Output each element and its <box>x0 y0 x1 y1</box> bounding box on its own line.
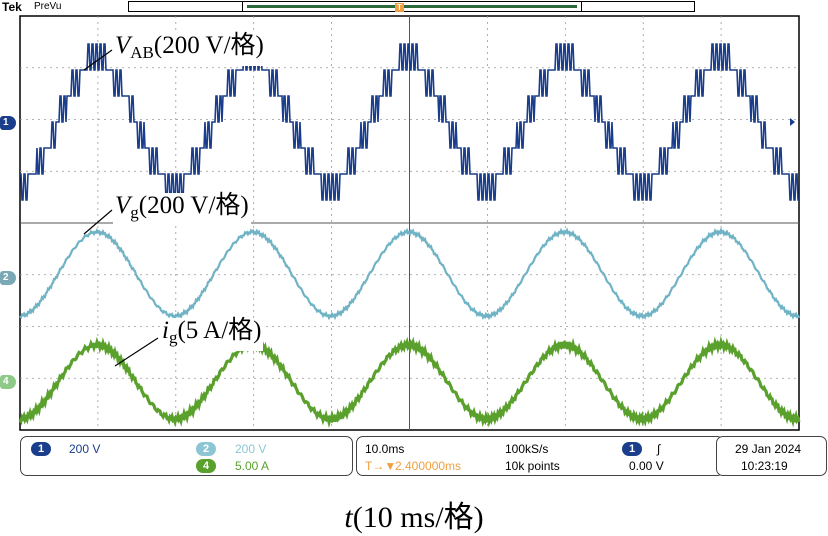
ch4-badge[interactable]: 4 <box>196 459 216 473</box>
ch1-scale: 200 V <box>69 442 101 456</box>
time-axis-caption: t(10 ms/格) <box>344 501 484 534</box>
channel4-marker[interactable]: 4 <box>0 375 16 389</box>
leader-vab <box>83 49 113 71</box>
leader-vg <box>83 209 113 235</box>
scope-top-bar: Tek PreVu T <box>0 0 828 16</box>
label-vg: Vg(200 V/格) <box>113 193 251 226</box>
horizontal-trigger-panel[interactable]: 10.0ms 100kS/s T→▼ 2.400000ms 10k points… <box>356 436 724 476</box>
brand-logo: Tek <box>2 0 22 14</box>
sample-rate: 100kS/s <box>505 442 549 456</box>
trace-ig <box>18 335 801 429</box>
trigger-position: 2.400000ms <box>395 459 462 473</box>
acquisition-mode: PreVu <box>34 1 62 12</box>
waveforms <box>18 43 801 429</box>
trigger-level: 0.00 V <box>629 459 664 473</box>
trigger-slope-icon: ∫ <box>657 442 661 456</box>
channel2-marker[interactable]: 2 <box>0 271 16 285</box>
label-vab: VAB(200 V/格) <box>113 33 266 66</box>
trace-vg <box>19 227 800 321</box>
status-bar: 1 200 V 2 200 V 4 5.00 A 10.0ms 100kS/s … <box>20 436 828 478</box>
vertical-settings-panel[interactable]: 1 200 V 2 200 V 4 5.00 A <box>20 436 353 476</box>
ch1-badge[interactable]: 1 <box>31 442 51 456</box>
timebase: 10.0ms <box>365 442 405 456</box>
date: 29 Jan 2024 <box>735 442 802 456</box>
leader-ig <box>114 337 159 367</box>
ch4-scale: 5.00 A <box>235 459 270 473</box>
trace-vab <box>20 43 799 201</box>
time: 10:23:19 <box>741 459 788 473</box>
trigger-position-icon: T→▼ <box>365 459 397 473</box>
datetime-panel: 29 Jan 2024 10:23:19 <box>716 436 827 476</box>
label-ig: ig(5 A/格) <box>160 318 264 351</box>
record-length: 10k points <box>505 459 560 473</box>
channel1-level-marker <box>790 118 795 126</box>
ch2-scale: 200 V <box>235 442 267 456</box>
trigger-source-badge[interactable]: 1 <box>622 442 642 456</box>
channel1-marker[interactable]: 1 <box>0 116 16 130</box>
ch2-badge[interactable]: 2 <box>196 442 216 456</box>
view-window-indicator[interactable] <box>242 1 582 12</box>
trigger-position-icon: T <box>395 3 404 12</box>
